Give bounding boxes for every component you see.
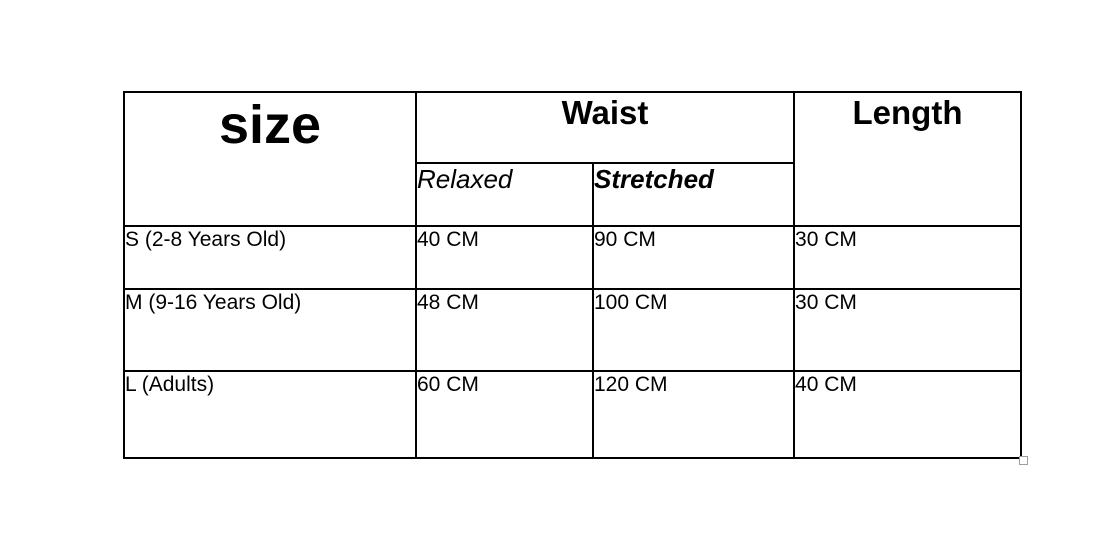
- waist-relaxed-cell: 60 CM: [415, 370, 594, 459]
- header-row-top: size Waist Length: [123, 91, 1023, 227]
- length-cell: 30 CM: [793, 225, 1023, 290]
- waist-group-header: Waist: [414, 91, 796, 164]
- length-cell: 40 CM: [793, 370, 1023, 459]
- size-column-header: size: [123, 91, 417, 227]
- table-resize-handle[interactable]: [1019, 456, 1028, 465]
- waist-relaxed-cell: 48 CM: [415, 288, 594, 372]
- size-cell: S (2-8 Years Old): [123, 225, 417, 290]
- header-row-sub: Relaxed Stretched: [124, 162, 1021, 227]
- length-column-header: Length: [793, 91, 1023, 227]
- waist-stretched-cell: 120 CM: [591, 370, 796, 459]
- size-cell: L (Adults): [123, 370, 417, 459]
- waist-stretched-cell: 100 CM: [591, 288, 796, 372]
- size-chart-table: size Waist Length Relaxed Stretched S (2…: [123, 91, 1023, 459]
- waist-relaxed-cell: 40 CM: [415, 225, 594, 290]
- waist-stretched-cell: 90 CM: [591, 225, 796, 290]
- length-cell: 30 CM: [793, 288, 1023, 372]
- size-cell: M (9-16 Years Old): [123, 288, 417, 372]
- table-row-large: L (Adults) 60 CM 120 CM 40 CM: [123, 370, 1023, 459]
- table-row-medium: M (9-16 Years Old) 48 CM 100 CM 30 CM: [123, 288, 1023, 372]
- stretched-subheader: Stretched: [591, 162, 796, 227]
- table-row-small: S (2-8 Years Old) 40 CM 90 CM 30 CM: [123, 225, 1023, 290]
- relaxed-subheader: Relaxed: [415, 162, 594, 227]
